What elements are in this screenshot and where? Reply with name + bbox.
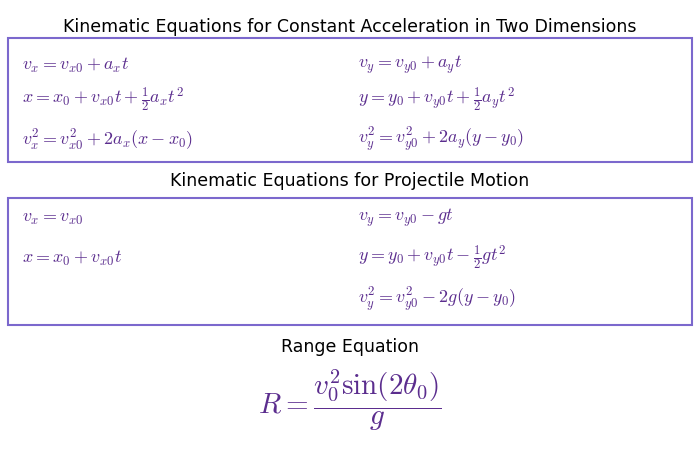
Text: Kinematic Equations for Projectile Motion: Kinematic Equations for Projectile Motio… — [170, 172, 530, 190]
Text: $x = x_0 + v_{x0}t + \frac{1}{2}a_x t^2$: $x = x_0 + v_{x0}t + \frac{1}{2}a_x t^2$ — [22, 86, 184, 114]
Text: $v_y = v_{y0} - gt$: $v_y = v_{y0} - gt$ — [358, 207, 454, 229]
Text: $y = y_0 + v_{y0}t + \frac{1}{2}a_y t^2$: $y = y_0 + v_{y0}t + \frac{1}{2}a_y t^2$ — [358, 86, 515, 114]
Text: $v_x = v_{x0} + a_x t$: $v_x = v_{x0} + a_x t$ — [22, 56, 130, 74]
Text: $v_y^2 = v_{y0}^2 + 2a_y(y - y_0)$: $v_y^2 = v_{y0}^2 + 2a_y(y - y_0)$ — [358, 126, 524, 154]
Text: $y = y_0 + v_{y0}t - \frac{1}{2}gt^2$: $y = y_0 + v_{y0}t - \frac{1}{2}gt^2$ — [358, 244, 507, 272]
Text: Range Equation: Range Equation — [281, 338, 419, 356]
Text: $v_y^2 = v_{y0}^2 - 2g(y - y_0)$: $v_y^2 = v_{y0}^2 - 2g(y - y_0)$ — [358, 286, 516, 314]
FancyBboxPatch shape — [8, 38, 692, 162]
Text: $v_x^2 = v_{x0}^2 + 2a_x(x - x_0)$: $v_x^2 = v_{x0}^2 + 2a_x(x - x_0)$ — [22, 127, 193, 153]
Text: Kinematic Equations for Constant Acceleration in Two Dimensions: Kinematic Equations for Constant Acceler… — [63, 18, 637, 36]
Text: $x = x_0 + v_{x0}t$: $x = x_0 + v_{x0}t$ — [22, 249, 122, 268]
Text: $v_y = v_{y0} + a_y t$: $v_y = v_{y0} + a_y t$ — [358, 54, 462, 76]
Text: $v_x = v_{x0}$: $v_x = v_{x0}$ — [22, 209, 83, 227]
FancyBboxPatch shape — [8, 198, 692, 325]
Text: $R = \dfrac{v_0^2 \sin(2\theta_0)}{g}$: $R = \dfrac{v_0^2 \sin(2\theta_0)}{g}$ — [258, 367, 442, 433]
